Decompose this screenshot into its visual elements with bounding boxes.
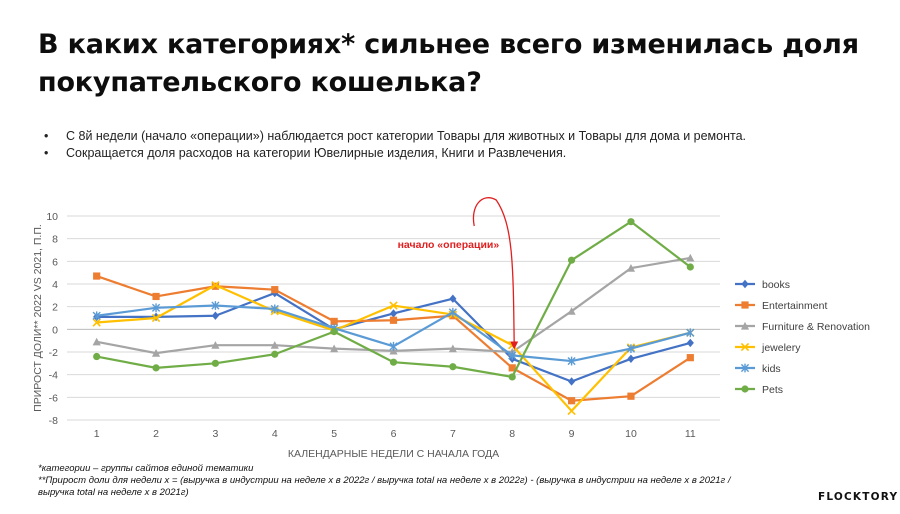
x-tick-label: 4 bbox=[272, 428, 278, 440]
point-pets bbox=[567, 256, 576, 264]
x-tick-label: 5 bbox=[331, 428, 337, 440]
point-furniture-renovation bbox=[270, 341, 279, 349]
point-pets bbox=[93, 352, 101, 361]
y-tick-label: 6 bbox=[52, 256, 58, 268]
legend-label: Furniture & Renovation bbox=[762, 321, 870, 333]
point-kids bbox=[626, 344, 636, 353]
x-tick-label: 8 bbox=[509, 428, 515, 440]
point-entertainment bbox=[330, 317, 338, 325]
legend-marker-books bbox=[741, 279, 749, 289]
legend-marker-entertainment bbox=[741, 301, 749, 309]
point-pets bbox=[627, 218, 635, 226]
legend-label: Pets bbox=[762, 384, 783, 396]
point-pets bbox=[686, 263, 694, 271]
legend-label: Entertainment bbox=[762, 300, 827, 312]
point-jewelery bbox=[389, 301, 398, 310]
point-entertainment bbox=[627, 392, 635, 400]
x-axis-title: КАЛЕНДАРНЫЕ НЕДЕЛИ С НАЧАЛА ГОДА bbox=[288, 448, 499, 460]
point-pets bbox=[211, 359, 220, 367]
point-kids bbox=[389, 341, 398, 351]
bullet-item: С 8й недели (начало «операции») наблюдае… bbox=[44, 128, 864, 145]
x-tick-label: 10 bbox=[625, 428, 637, 440]
point-furniture-renovation bbox=[626, 264, 636, 272]
x-tick-label: 2 bbox=[153, 428, 159, 440]
point-furniture-renovation bbox=[92, 337, 101, 346]
point-entertainment bbox=[686, 354, 694, 362]
annotation-arrowhead bbox=[510, 341, 519, 350]
point-pets bbox=[152, 364, 160, 372]
point-furniture-renovation bbox=[567, 307, 576, 315]
annotation-label: начало «операции» bbox=[398, 239, 500, 251]
point-entertainment bbox=[93, 272, 101, 280]
point-entertainment bbox=[271, 286, 279, 294]
point-furniture-renovation bbox=[686, 253, 695, 262]
point-furniture-renovation bbox=[211, 341, 220, 349]
point-jewelery bbox=[151, 313, 161, 323]
y-tick-label: 2 bbox=[52, 302, 58, 314]
point-kids bbox=[567, 356, 576, 366]
point-kids bbox=[508, 351, 517, 360]
point-books bbox=[449, 294, 457, 303]
point-books bbox=[567, 377, 576, 386]
point-jewelery bbox=[567, 406, 576, 416]
point-pets bbox=[330, 328, 338, 336]
point-books bbox=[686, 338, 694, 348]
x-tick-label: 6 bbox=[391, 428, 397, 440]
legend-label: kids bbox=[762, 363, 781, 375]
point-kids bbox=[686, 328, 695, 338]
bullet-item: Сокращается доля расходов на категории Ю… bbox=[44, 145, 864, 162]
point-pets bbox=[508, 373, 516, 381]
point-kids bbox=[270, 304, 279, 314]
point-entertainment bbox=[152, 292, 160, 301]
point-kids bbox=[448, 307, 457, 317]
legend-marker-furniture-renovation bbox=[740, 321, 750, 330]
annotation-arrow bbox=[472, 197, 515, 348]
y-tick-label: -8 bbox=[49, 415, 58, 427]
point-furniture-renovation bbox=[151, 349, 161, 357]
footnote-formula: **Прирост доли для недели x = (выручка в… bbox=[38, 475, 731, 498]
footnotes: *категории – группы сайтов единой темати… bbox=[38, 463, 758, 499]
y-axis-title: ПРИРОСТ ДОЛИ** 2022 VS 2021, П.П. bbox=[32, 224, 44, 412]
point-entertainment bbox=[389, 316, 398, 324]
point-books bbox=[211, 311, 220, 320]
x-tick-label: 1 bbox=[94, 428, 100, 440]
y-tick-label: 4 bbox=[52, 279, 58, 291]
x-tick-label: 7 bbox=[450, 428, 456, 440]
legend-marker-jewelery bbox=[740, 342, 750, 352]
legend-marker-pets bbox=[741, 385, 749, 393]
bullet-list: С 8й недели (начало «операции») наблюдае… bbox=[44, 128, 864, 162]
point-entertainment bbox=[508, 364, 516, 372]
y-tick-label: -4 bbox=[49, 370, 58, 382]
y-tick-label: 10 bbox=[46, 211, 58, 223]
x-tick-label: 9 bbox=[569, 428, 575, 440]
y-tick-label: 0 bbox=[52, 324, 58, 336]
point-furniture-renovation bbox=[330, 344, 339, 353]
slide-title: В каких категориях* сильнее всего измени… bbox=[38, 29, 859, 98]
flocktory-logo: FLOCKTORY bbox=[818, 491, 899, 503]
point-jewelery bbox=[92, 318, 101, 327]
series-line-entertainment bbox=[95, 274, 692, 402]
y-tick-label: -6 bbox=[49, 392, 58, 404]
point-pets bbox=[389, 358, 398, 366]
footnote-categories: *категории – группы сайтов единой темати… bbox=[38, 463, 254, 474]
point-entertainment bbox=[567, 397, 576, 405]
point-books bbox=[627, 354, 635, 363]
point-kids bbox=[92, 311, 101, 321]
point-pets bbox=[449, 363, 457, 371]
x-tick-label: 3 bbox=[212, 428, 218, 440]
point-pets bbox=[271, 350, 279, 358]
legend-label: books bbox=[762, 279, 790, 291]
y-tick-label: 8 bbox=[52, 234, 58, 246]
legend-marker-kids bbox=[740, 363, 750, 373]
point-books bbox=[389, 309, 398, 318]
point-kids bbox=[151, 303, 161, 313]
point-kids bbox=[211, 301, 220, 310]
x-tick-label: 11 bbox=[685, 428, 696, 440]
legend-label: jewelery bbox=[761, 342, 801, 354]
y-tick-label: -2 bbox=[49, 347, 58, 359]
point-jewelery bbox=[211, 280, 220, 290]
point-furniture-renovation bbox=[448, 344, 457, 353]
